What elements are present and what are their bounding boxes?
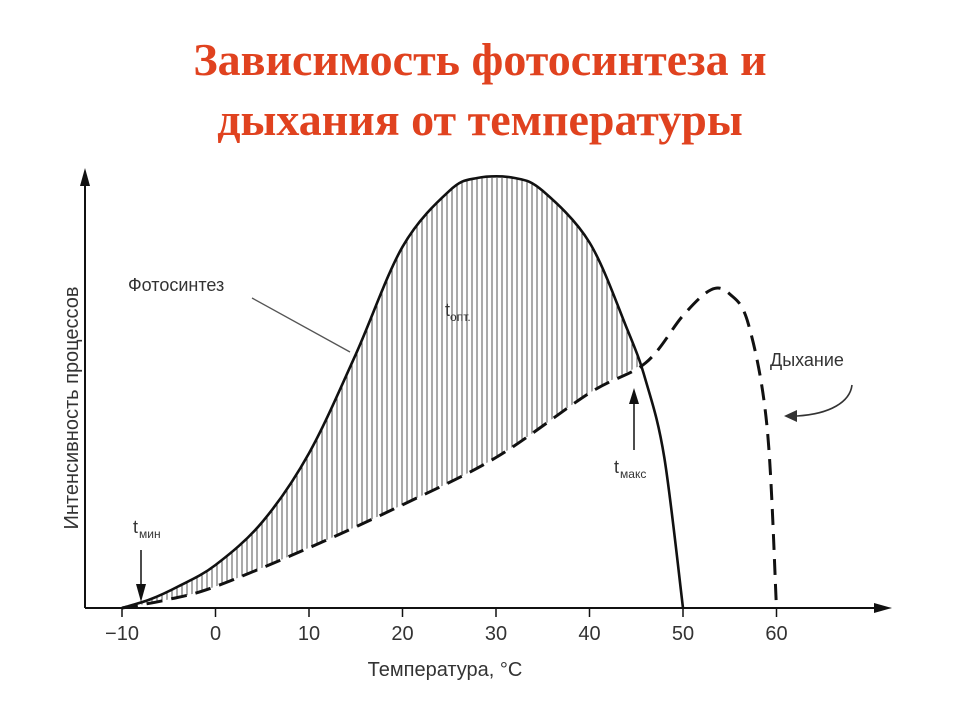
y-axis-label: Интенсивность процессов — [61, 286, 83, 529]
x-tick-label: −10 — [105, 623, 139, 645]
x-tick-label: 50 — [672, 623, 694, 645]
leader-photosynthesis — [251, 297, 351, 353]
series-line-respiration — [121, 286, 778, 610]
title-line-2: дыхания от температуры — [217, 94, 743, 145]
t-min-arrow-head — [136, 584, 146, 602]
t-max-label: tмакс — [614, 457, 646, 481]
title-line-1: Зависимость фотосинтеза и — [193, 34, 767, 85]
leader-respiration-arrow — [784, 410, 797, 422]
t-min-label: tмин — [133, 517, 161, 541]
legend-label-photosynthesis: Фотосинтез — [128, 275, 224, 295]
x-ticks: −10 0 10 20 30 40 50 60 — [105, 608, 788, 645]
x-tick-label: 0 — [210, 623, 221, 645]
legend-label-respiration: Дыхание — [770, 350, 844, 370]
series-line-photosynthesis — [121, 175, 685, 610]
x-tick-label: 60 — [765, 623, 787, 645]
slide-title: Зависимость фотосинтеза и дыхания от тем… — [0, 30, 960, 150]
leader-respiration — [796, 384, 853, 417]
x-tick-label: 20 — [391, 623, 413, 645]
x-tick-label: 40 — [578, 623, 600, 645]
x-axis-label: Температура, °C — [368, 659, 523, 681]
hatched-area — [122, 178, 643, 608]
x-axis-arrow — [874, 603, 892, 613]
x-tick-label: 10 — [298, 623, 320, 645]
y-axis-arrow — [80, 168, 90, 186]
x-tick-label: 30 — [485, 623, 507, 645]
t-opt-label: tопт. — [445, 300, 471, 324]
t-max-arrow-head — [629, 388, 639, 404]
